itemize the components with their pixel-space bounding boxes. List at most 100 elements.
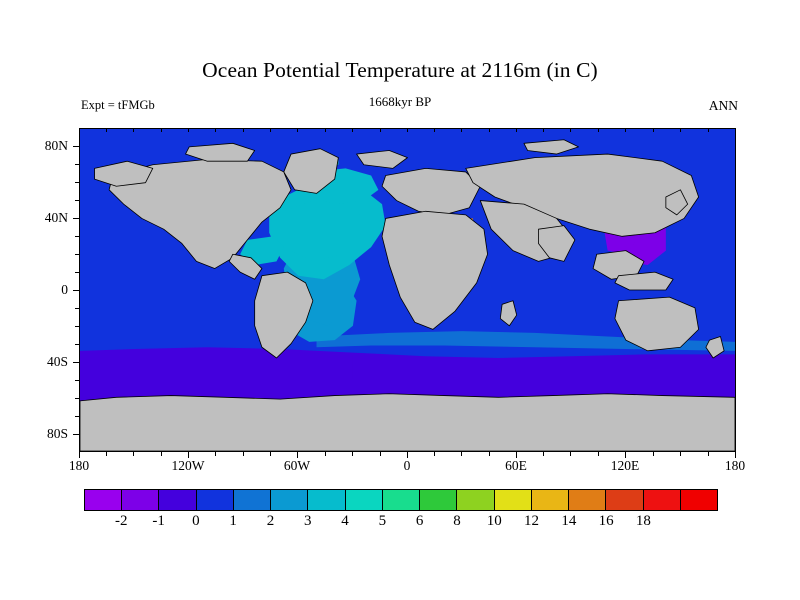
x-tick-major	[516, 452, 517, 458]
colorbar-tick-label: 16	[598, 513, 614, 529]
x-tick-minor	[243, 452, 244, 456]
y-axis-label: 80S	[46, 426, 68, 441]
x-axis-label: 180	[68, 458, 90, 473]
colorbar-segments	[84, 489, 718, 511]
y-tick-minor	[75, 344, 79, 345]
x-tick-top	[407, 128, 408, 132]
colorbar-segment-6	[308, 490, 346, 510]
colorbar-segment-11	[494, 490, 532, 510]
colorbar-segment-14	[606, 490, 644, 510]
x-tick-top	[598, 128, 599, 132]
x-tick-minor	[352, 452, 353, 456]
colorbar-tick-label: -2	[115, 513, 128, 529]
colorbar-segment-16	[680, 490, 717, 510]
x-axis-label: 0	[403, 458, 411, 473]
x-axis-label: 120E	[610, 458, 640, 473]
colorbar-tick-label: 0	[192, 513, 200, 529]
x-tick-major	[407, 452, 408, 458]
colorbar-segment-15	[643, 490, 681, 510]
x-tick-top	[270, 128, 271, 132]
x-tick-top	[297, 128, 298, 132]
x-tick-top	[543, 128, 544, 132]
x-tick-top	[489, 128, 490, 132]
colorbar-tick-label: -1	[152, 513, 165, 529]
y-axis-label: 0	[61, 282, 68, 297]
colorbar-tick-label: 5	[378, 513, 387, 529]
x-tick-minor	[106, 452, 107, 456]
y-tick-minor	[75, 164, 79, 165]
y-tick-major	[73, 362, 79, 363]
x-tick-major	[735, 452, 736, 458]
colorbar-segment-4	[233, 490, 272, 510]
x-tick-minor	[489, 452, 490, 456]
x-tick-minor	[325, 452, 326, 456]
y-tick-minor	[75, 380, 79, 381]
land-layer	[80, 139, 735, 451]
x-tick-major	[297, 452, 298, 458]
x-tick-top	[215, 128, 216, 132]
colorbar-tick-label: 8	[453, 513, 461, 529]
y-tick-minor	[75, 416, 79, 417]
x-tick-top	[161, 128, 162, 132]
x-tick-minor	[215, 452, 216, 456]
colorbar-tick-label: 18	[635, 513, 651, 529]
x-tick-minor	[680, 452, 681, 456]
y-tick-minor	[75, 326, 79, 327]
x-tick-top	[243, 128, 244, 132]
colorbar-segment-12	[531, 490, 570, 510]
x-axis-label: 60E	[505, 458, 527, 473]
y-tick-minor	[75, 182, 79, 183]
x-axis-label: 120W	[171, 458, 205, 473]
page-title: Ocean Potential Temperature at 2116m (in…	[202, 58, 598, 82]
y-tick-minor	[75, 236, 79, 237]
y-tick-minor	[75, 308, 79, 309]
colorbar-segment-5	[271, 490, 309, 510]
x-tick-top	[570, 128, 571, 132]
colorbar-segment-2	[159, 490, 197, 510]
colorbar-tick-label: 1	[229, 513, 237, 529]
y-tick-minor	[75, 254, 79, 255]
x-tick-top	[380, 128, 381, 132]
x-tick-top	[434, 128, 435, 132]
x-tick-top	[708, 128, 709, 132]
y-axis-label: 40S	[46, 354, 68, 369]
x-tick-major	[79, 452, 80, 458]
colorbar-segment-10	[457, 490, 495, 510]
colorbar-segment-13	[569, 490, 607, 510]
x-tick-top	[680, 128, 681, 132]
y-tick-major	[73, 146, 79, 147]
colorbar-tick-label: 2	[266, 513, 275, 529]
colorbar	[84, 489, 718, 511]
colorbar-tick-label: 14	[561, 513, 577, 529]
x-tick-minor	[161, 452, 162, 456]
colorbar-tick-label: 3	[304, 513, 312, 529]
world-temperature-map	[80, 129, 735, 451]
season-label: ANN	[708, 98, 738, 113]
x-tick-minor	[543, 452, 544, 456]
colorbar-segment-1	[122, 490, 160, 510]
x-tick-top	[188, 128, 189, 132]
x-tick-minor	[653, 452, 654, 456]
x-tick-top	[625, 128, 626, 132]
x-tick-major	[625, 452, 626, 458]
colorbar-segment-3	[196, 490, 234, 510]
x-tick-minor	[598, 452, 599, 456]
colorbar-segment-8	[382, 490, 421, 510]
x-tick-top	[325, 128, 326, 132]
y-tick-minor	[75, 398, 79, 399]
colorbar-tick-label: 12	[524, 513, 540, 529]
x-tick-top	[133, 128, 134, 132]
x-tick-top	[653, 128, 654, 132]
y-axis-label: 40N	[44, 210, 68, 225]
x-axis-label: 60W	[283, 458, 311, 473]
y-tick-major	[73, 290, 79, 291]
y-tick-minor	[75, 200, 79, 201]
x-axis-label: 180	[724, 458, 746, 473]
x-tick-minor	[434, 452, 435, 456]
colorbar-tick-label: 6	[415, 513, 424, 529]
colorbar-segment-7	[345, 490, 383, 510]
colorbar-segment-0	[85, 490, 123, 510]
y-axis-label: 80N	[44, 138, 68, 153]
time-period-label: 1668kyr BP	[368, 94, 432, 109]
